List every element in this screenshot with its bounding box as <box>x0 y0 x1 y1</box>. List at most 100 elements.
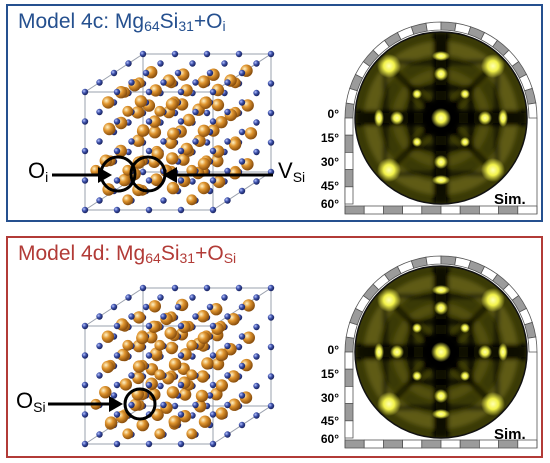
si-atom <box>228 398 241 411</box>
mg-atom <box>81 177 89 184</box>
si-atom <box>201 357 214 370</box>
mg-atom <box>145 177 153 184</box>
si-atom <box>101 360 114 374</box>
mg-atom <box>96 313 103 320</box>
mg-atom <box>224 108 231 116</box>
mg-atom <box>253 382 260 390</box>
angle-0: 0° <box>327 343 339 357</box>
si-atom <box>116 348 130 362</box>
arrow-right-vsi <box>163 167 273 183</box>
mg-atom <box>113 322 121 330</box>
mg-atom <box>160 138 167 145</box>
si-atom <box>122 105 134 117</box>
mg-atom <box>81 440 89 448</box>
si-atom <box>137 124 150 137</box>
si-atom <box>154 105 166 117</box>
si-atom <box>198 415 212 428</box>
mg-atom <box>253 60 260 67</box>
mg-atom <box>238 392 246 399</box>
label-osi: OSi <box>16 388 46 415</box>
label-vsi: VSi <box>278 158 306 185</box>
mg-atom <box>209 118 217 125</box>
mg-atom <box>96 79 103 86</box>
mg-atom <box>81 118 89 125</box>
mg-atom <box>128 138 135 145</box>
si-atom <box>154 369 166 381</box>
mg-atom <box>267 80 275 87</box>
mg-atom <box>238 421 246 429</box>
mg-atom <box>177 177 185 184</box>
mg-atom <box>192 138 199 145</box>
pattern-body <box>355 32 527 204</box>
mg-atom <box>267 284 275 292</box>
si-atom <box>154 339 166 351</box>
mg-atom <box>113 177 121 184</box>
si-atom <box>165 98 179 111</box>
mg-atom <box>209 381 217 389</box>
si-atom <box>148 126 162 139</box>
si-atom <box>197 75 210 88</box>
angle-60: 60° <box>320 432 339 446</box>
angle-30: 30° <box>320 391 339 405</box>
si-atom <box>132 311 146 324</box>
si-atom <box>197 124 211 137</box>
mg-atom <box>206 392 214 399</box>
angle-45: 45° <box>320 179 339 193</box>
mg-atom <box>139 168 147 176</box>
si-atom <box>210 303 223 316</box>
mg-atom <box>160 79 167 86</box>
mg-atom <box>224 167 231 175</box>
mg-atom <box>235 343 243 351</box>
mg-atom <box>209 206 217 214</box>
si-atom <box>242 299 255 312</box>
si-atom <box>166 181 180 195</box>
mg-atom <box>157 60 164 67</box>
mg-atom <box>192 313 199 320</box>
mg-atom <box>209 88 217 96</box>
si-atom <box>182 113 196 127</box>
si-atom <box>134 95 148 108</box>
si-atom <box>132 134 145 147</box>
pattern-body <box>355 266 527 438</box>
mg-atom <box>224 431 231 438</box>
mg-atom <box>96 108 103 116</box>
mg-atom <box>145 88 153 96</box>
mg-atom <box>238 303 246 311</box>
mg-atom <box>238 69 246 77</box>
mg-atom <box>145 381 153 389</box>
si-atom <box>149 84 162 97</box>
si-atom <box>215 407 228 420</box>
si-atom <box>186 339 198 351</box>
mg-atom <box>224 138 231 145</box>
si-atom <box>166 386 180 399</box>
mg-atom <box>96 372 103 379</box>
mg-atom <box>174 69 182 77</box>
mg-atom <box>209 322 217 330</box>
mg-atom <box>96 197 103 204</box>
mg-atom <box>192 401 199 409</box>
mg-atom <box>128 313 135 320</box>
mg-atom <box>224 197 231 204</box>
label-oi: Oi <box>28 158 49 185</box>
mg-atom <box>238 99 246 106</box>
mg-atom <box>157 382 164 390</box>
si-atom <box>178 388 192 401</box>
mg-atom <box>113 352 121 359</box>
atoms <box>81 50 275 214</box>
mg-atom <box>209 352 217 359</box>
mg-atom <box>171 50 179 58</box>
si-atom <box>132 371 145 385</box>
mg-atom <box>224 342 231 350</box>
mg-atom <box>267 373 275 380</box>
mg-atom <box>235 284 243 292</box>
mg-atom <box>81 411 89 418</box>
mg-atom <box>145 206 153 214</box>
si-atom <box>186 369 198 381</box>
mg-atom <box>238 158 246 165</box>
mg-atom <box>177 118 185 125</box>
si-atom <box>164 326 177 340</box>
angle-15: 15° <box>320 131 339 145</box>
arrow-left-osi <box>48 396 123 412</box>
mg-atom <box>113 411 121 418</box>
mg-atom <box>253 294 260 301</box>
